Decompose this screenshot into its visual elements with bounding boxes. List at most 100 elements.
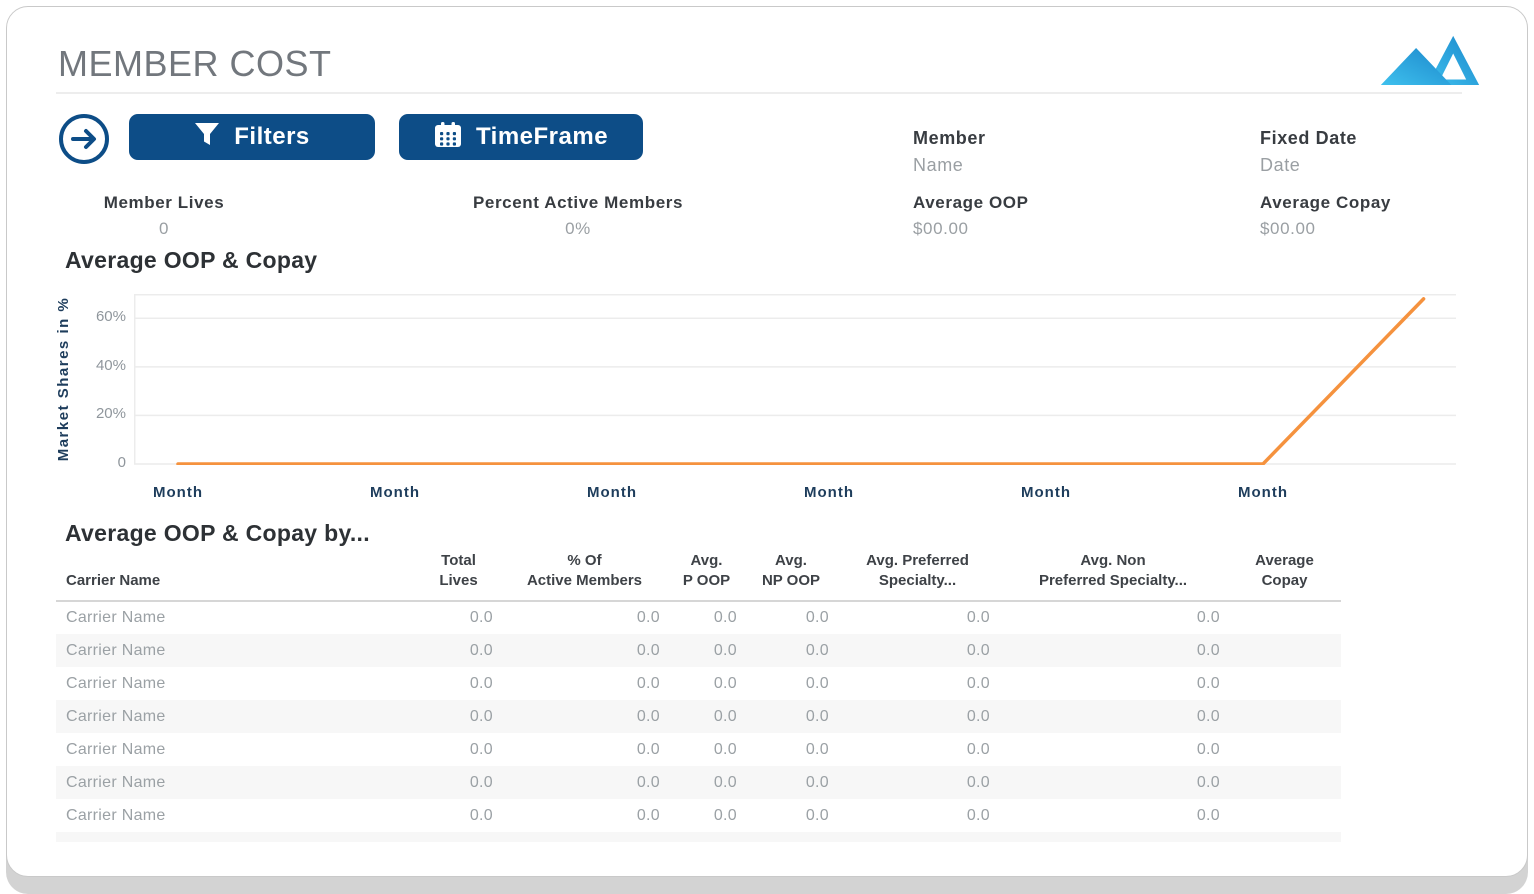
column-header: Avg. P OOP	[668, 547, 745, 602]
value-cell	[1228, 799, 1341, 832]
timeframe-button[interactable]: TimeFrame	[399, 114, 643, 160]
stat-value: $00.00	[1260, 219, 1316, 238]
timeframe-button-label: TimeFrame	[475, 123, 609, 150]
table-row[interactable]: Carrier Name 0.0 0.0 0.0 0.0 0.0 0.0	[56, 601, 1341, 634]
value-cell: 0.0	[636, 707, 660, 725]
expand-arrow-button[interactable]	[58, 113, 110, 165]
value-cell: 0.0	[966, 707, 990, 725]
value-cell: 0.0	[713, 773, 737, 791]
chart-title: Average OOP & Copay	[65, 247, 318, 273]
member-cost-card: MEMBER COST	[6, 6, 1528, 877]
value-cell: 0.0	[636, 641, 660, 659]
value-cell: 0.0	[713, 641, 737, 659]
member-info: Member Name	[913, 128, 986, 176]
column-header: Carrier Name	[56, 547, 416, 602]
value-cell: 0.0	[469, 609, 493, 626]
table-row[interactable]: Carrier Name 0.0 0.0 0.0 0.0 0.0 0.0	[56, 634, 1341, 667]
value-cell: 0.0	[469, 806, 493, 824]
value-cell: 0.0	[713, 806, 737, 824]
y-tick-label: 20%	[95, 405, 126, 423]
value-cell: 0.0	[469, 641, 493, 659]
filters-button[interactable]: Filters	[129, 114, 375, 160]
value-cell: 0.0	[805, 674, 829, 692]
value-cell: 0.0	[636, 609, 660, 626]
x-tick-label: Month	[153, 484, 203, 501]
value-cell: 0.0	[805, 773, 829, 791]
x-tick-label: Month	[1238, 484, 1288, 501]
column-header: Avg. Non Preferred Specialty...	[998, 547, 1228, 602]
x-tick-label: Month	[587, 484, 637, 501]
value-cell: 0.0	[1196, 609, 1220, 626]
stat-value: 0	[158, 219, 170, 238]
stat-average-oop: Average OOP $00.00	[913, 193, 1029, 239]
value-cell: 0.0	[966, 773, 990, 791]
value-cell: 0.0	[966, 609, 990, 626]
calendar-icon	[434, 120, 462, 155]
stat-value: 0%	[565, 219, 591, 238]
y-tick-label: 60%	[95, 308, 126, 326]
value-cell: 0.0	[966, 641, 990, 659]
value-cell	[1228, 601, 1341, 634]
value-cell: 0.0	[469, 773, 493, 791]
member-value: Name	[913, 155, 964, 175]
mountain-logo-icon	[1379, 29, 1481, 91]
column-header: Avg. NP OOP	[745, 547, 837, 602]
fixed-date-label: Fixed Date	[1260, 128, 1358, 148]
stat-label: Percent Active Members	[472, 193, 684, 212]
stat-label: Average Copay	[1260, 193, 1391, 212]
table-row[interactable]: Carrier Name 0.0 0.0 0.0 0.0 0.0 0.0	[56, 766, 1341, 799]
value-cell: 0.0	[636, 674, 660, 692]
value-cell: 0.0	[713, 674, 737, 692]
value-cell: 0.0	[713, 740, 737, 758]
stat-average-copay: Average Copay $00.00	[1260, 193, 1391, 239]
carrier-table: Carrier Name Total Lives% Of Active Membe…	[56, 547, 1341, 842]
stat-percent-active-members: Percent Active Members 0%	[436, 193, 720, 239]
carrier-name-cell: Carrier Name	[66, 740, 166, 758]
value-cell	[1228, 700, 1341, 733]
value-cell: 0.0	[1196, 740, 1220, 758]
carrier-name-cell: Carrier Name	[66, 806, 166, 824]
value-cell: 0.0	[805, 609, 829, 626]
column-header: Avg. Preferred Specialty...	[837, 547, 998, 602]
table-row[interactable]: Carrier Name 0.0 0.0 0.0 0.0 0.0 0.0	[56, 799, 1341, 832]
page-title: MEMBER COST	[58, 43, 332, 84]
table-row[interactable]: Carrier Name 0.0 0.0 0.0 0.0 0.0 0.0	[56, 667, 1341, 700]
table-row-partial	[56, 832, 1341, 842]
value-cell: 0.0	[966, 740, 990, 758]
value-cell	[1228, 634, 1341, 667]
table-title: Average OOP & Copay by...	[65, 520, 370, 546]
value-cell: 0.0	[966, 806, 990, 824]
value-cell: 0.0	[805, 707, 829, 725]
value-cell: 0.0	[636, 806, 660, 824]
member-label: Member	[913, 128, 986, 148]
x-tick-label: Month	[370, 484, 420, 501]
carrier-name-cell: Carrier Name	[66, 707, 166, 725]
fixed-date-value: Date	[1260, 155, 1301, 175]
stat-label: Member Lives	[103, 193, 225, 212]
table-row[interactable]: Carrier Name 0.0 0.0 0.0 0.0 0.0 0.0	[56, 733, 1341, 766]
value-cell: 0.0	[1196, 707, 1220, 725]
value-cell: 0.0	[469, 707, 493, 725]
value-cell: 0.0	[805, 740, 829, 758]
value-cell: 0.0	[713, 707, 737, 725]
filter-funnel-icon	[194, 122, 220, 153]
value-cell: 0.0	[1196, 806, 1220, 824]
header-divider	[56, 92, 1462, 94]
x-tick-label: Month	[1021, 484, 1071, 501]
value-cell: 0.0	[1196, 773, 1220, 791]
value-cell: 0.0	[966, 674, 990, 692]
value-cell: 0.0	[1196, 641, 1220, 659]
arrow-right-icon	[58, 114, 110, 168]
value-cell	[1228, 766, 1341, 799]
value-cell: 0.0	[636, 773, 660, 791]
value-cell: 0.0	[805, 806, 829, 824]
filters-button-label: Filters	[234, 123, 310, 150]
table-body: Carrier Name 0.0 0.0 0.0 0.0 0.0 0.0 Carrier Na…	[56, 601, 1341, 842]
carrier-name-cell: Carrier Name	[66, 609, 166, 626]
carrier-name-cell: Carrier Name	[66, 773, 166, 791]
y-tick-label: 0	[117, 454, 126, 471]
carrier-name-cell: Carrier Name	[66, 674, 166, 692]
table-row[interactable]: Carrier Name 0.0 0.0 0.0 0.0 0.0 0.0	[56, 700, 1341, 733]
carrier-name-cell: Carrier Name	[66, 641, 166, 659]
stat-member-lives: Member Lives 0	[52, 193, 276, 239]
